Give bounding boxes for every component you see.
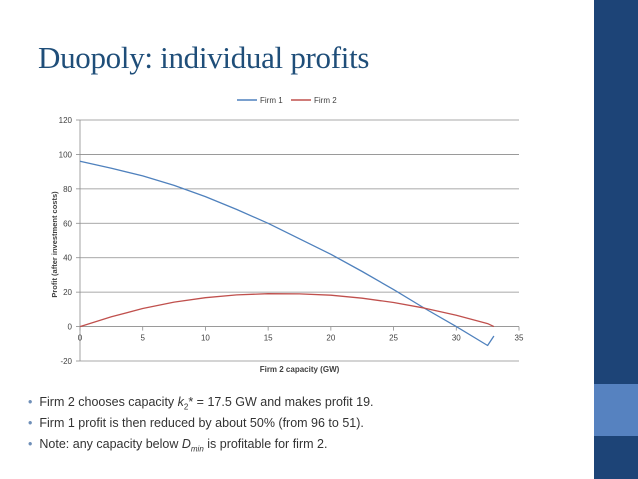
bullet-item: • Firm 1 profit is then reduced by about … [28,413,374,434]
x-axis-label: Firm 2 capacity (GW) [260,365,340,374]
bullet-item: • Firm 2 chooses capacity k2* = 17.5 GW a… [28,392,374,413]
bullet-variable: k [177,395,184,409]
decorative-sidebar [594,0,638,479]
bullet-list: • Firm 2 chooses capacity k2* = 17.5 GW a… [28,392,374,455]
slide-title: Duopoly: individual profits [38,40,370,75]
bullet-text: * = 17.5 GW and makes profit 19. [188,395,374,409]
bullet-text: Firm 1 profit is then reduced by about 5… [39,416,364,430]
bullet-text: Firm 2 chooses capacity [39,395,178,409]
bullet-dot: • [28,395,33,409]
series-line-firm-2 [79,293,495,328]
y-tick-label: -20 [60,357,72,366]
bullet-subscript: min [190,444,204,454]
y-tick-label: 100 [59,150,73,159]
y-tick-label: 80 [63,185,72,194]
legend-label: Firm 1 [260,96,283,105]
y-tick-label: 20 [63,288,72,297]
bullet-subscript: 2 [183,402,189,412]
bullet-text: Note: any capacity below [39,437,182,451]
x-tick-label: 0 [78,334,83,343]
x-tick-label: 35 [515,334,524,343]
y-tick-label: 60 [63,219,72,228]
sidebar-block [594,0,638,384]
legend-label: Firm 2 [314,96,337,105]
y-tick-label: 0 [68,323,73,332]
bullet-variable: D [181,437,191,451]
x-tick-label: 15 [264,334,273,343]
x-tick-label: 20 [326,334,335,343]
sidebar-block [594,436,638,479]
sidebar-block [594,384,638,436]
y-tick-label: 120 [59,116,73,125]
x-tick-label: 30 [452,334,461,343]
bullet-item: • Note: any capacity below Dmin is profit… [28,434,374,455]
x-tick-label: 5 [140,334,145,343]
bullet-text: is profitable for firm 2. [203,437,328,451]
series-line-firm-1 [79,160,495,347]
bullet-dot: • [28,416,33,430]
x-tick-label: 10 [201,334,210,343]
y-tick-label: 40 [63,254,72,263]
x-tick-label: 25 [389,334,398,343]
bullet-dot: • [28,437,33,451]
y-axis-label: Profit (after investment costs) [50,191,59,298]
